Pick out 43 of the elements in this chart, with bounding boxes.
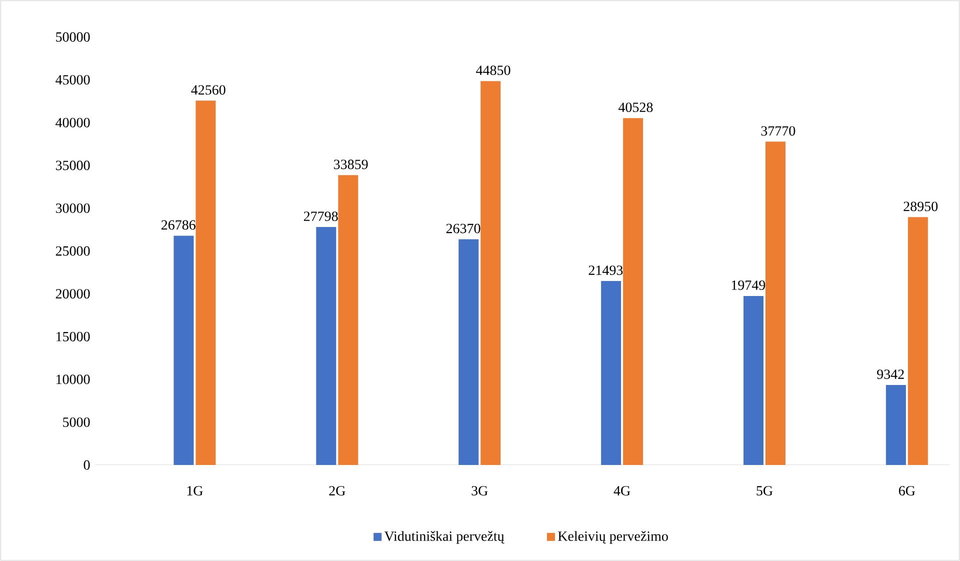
data-label: 40528 <box>618 102 653 112</box>
bar <box>908 217 928 465</box>
x-tick-label: 1G <box>187 486 203 496</box>
y-tick-label: 20000 <box>56 289 90 299</box>
data-label: 26370 <box>446 224 480 234</box>
bar <box>174 236 194 465</box>
y-tick-label: 40000 <box>56 118 90 128</box>
x-tick-label: 5G <box>756 486 773 496</box>
y-tick-label: 30000 <box>56 203 90 213</box>
y-tick-label: 25000 <box>56 246 90 256</box>
bar <box>316 227 336 465</box>
data-label: 9342 <box>877 370 904 379</box>
y-tick-label: 35000 <box>56 160 90 170</box>
y-tick-label: 15000 <box>56 332 90 342</box>
x-tick-label: 2G <box>329 486 346 496</box>
y-tick-label: 45000 <box>56 75 90 85</box>
data-label: 21493 <box>588 266 623 275</box>
y-tick-label: 50000 <box>56 32 90 42</box>
y-tick-label: 5000 <box>63 417 90 427</box>
bar <box>196 100 216 465</box>
x-tick-label: 3G <box>472 486 488 496</box>
bar <box>743 296 764 465</box>
x-tick-label: 6G <box>898 486 916 496</box>
bar <box>765 142 786 465</box>
y-tick-label: 0 <box>84 460 90 470</box>
bar <box>458 239 479 465</box>
x-tick-label: 4G <box>614 486 630 496</box>
legend-label: Vidutiniškai pervežtų <box>384 531 504 544</box>
bar <box>886 385 906 465</box>
data-label: 37770 <box>761 126 796 136</box>
bar <box>601 281 622 465</box>
data-label: 44850 <box>476 66 510 76</box>
legend-label: Keleivių pervežimo <box>558 531 668 544</box>
bar <box>338 175 358 465</box>
bar <box>623 118 644 465</box>
data-label: 33859 <box>334 160 368 170</box>
data-label: 26786 <box>161 220 196 230</box>
y-tick-label: 10000 <box>56 374 90 384</box>
data-label: 19749 <box>732 280 766 290</box>
data-label: 28950 <box>904 202 938 212</box>
data-label: 27798 <box>304 212 338 222</box>
data-label: 42560 <box>191 85 226 95</box>
bar <box>480 81 501 465</box>
